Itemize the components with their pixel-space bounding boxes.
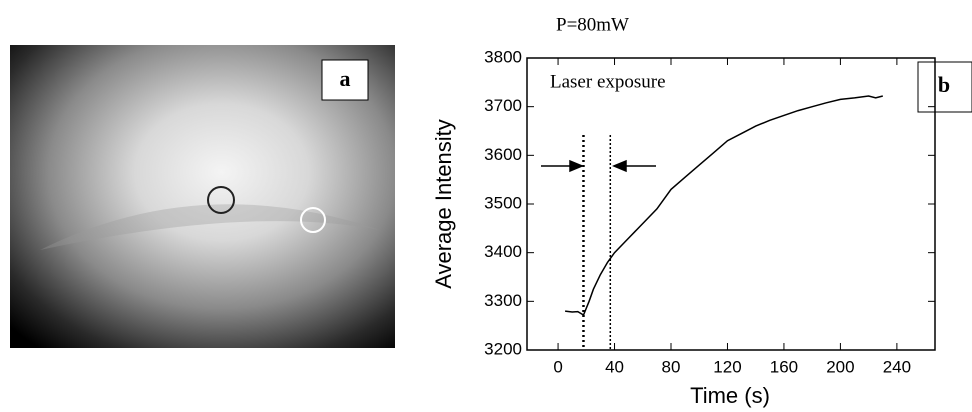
panel-label: a (340, 66, 351, 91)
y-tick-label: 3200 (484, 339, 522, 358)
y-axis-label: Average Intensity (431, 119, 456, 289)
arrows (541, 159, 656, 173)
x-axis-label: Time (s) (690, 383, 770, 408)
arrow-head (612, 159, 627, 173)
micrograph-panel: a (10, 45, 395, 348)
arrow-head (569, 159, 584, 173)
panel-label-box (321, 59, 369, 101)
y-tick-label: 3300 (484, 291, 522, 310)
x-tick-label: 80 (662, 357, 681, 376)
region-circle (300, 207, 326, 233)
panel-label-box (917, 61, 972, 113)
y-tick-label: 3600 (484, 145, 522, 164)
x-tick-label: 40 (605, 357, 624, 376)
tissue-band (40, 204, 380, 250)
y-tick-label: 3700 (484, 96, 522, 115)
chart-title: P=80mW (556, 14, 629, 35)
x-tick-label: 120 (713, 357, 741, 376)
x-tick-label: 200 (826, 357, 854, 376)
y-tick-label: 3500 (484, 193, 522, 212)
x-tick-label: 240 (883, 357, 911, 376)
x-tick-label: 0 (553, 357, 562, 376)
plot-frame (526, 57, 936, 351)
data-line (565, 95, 883, 317)
y-tick-label: 3400 (484, 242, 522, 261)
x-tick-label: 160 (770, 357, 798, 376)
y-tick-label: 3800 (484, 47, 522, 66)
region-circle (207, 186, 235, 214)
annotation: Laser exposure (550, 71, 666, 92)
panel-label: b (938, 72, 950, 97)
